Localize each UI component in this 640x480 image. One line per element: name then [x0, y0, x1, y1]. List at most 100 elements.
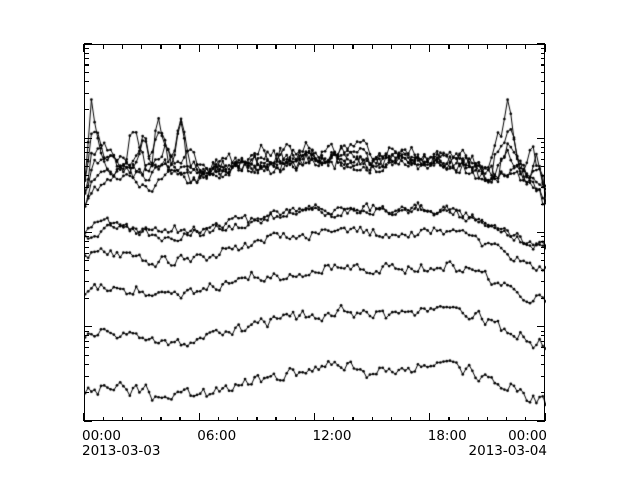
axis-tick	[540, 260, 545, 262]
axis-tick	[84, 335, 89, 337]
axis-tick	[84, 43, 92, 45]
axis-tick	[540, 71, 545, 73]
axis-tick	[84, 142, 89, 144]
axis-tick	[84, 363, 89, 365]
axis-tick	[467, 44, 469, 49]
axis-tick	[84, 158, 89, 160]
axis-tick	[371, 44, 373, 49]
axis-tick	[84, 236, 89, 238]
axis-tick	[83, 413, 85, 421]
axis-tick	[84, 252, 89, 254]
axis-tick	[84, 231, 92, 234]
axis-tick	[540, 64, 545, 66]
axis-tick	[537, 326, 545, 328]
axis-tick	[294, 416, 296, 421]
axis-tick	[352, 44, 354, 49]
x-tick-time: 18:00	[427, 428, 467, 444]
axis-tick	[525, 416, 527, 421]
axis-tick	[84, 58, 89, 60]
axis-tick	[540, 281, 545, 283]
axis-tick	[84, 187, 89, 189]
axis-tick	[313, 413, 316, 421]
axis-tick	[102, 44, 104, 49]
axis-tick	[84, 64, 89, 66]
axis-tick	[84, 241, 89, 243]
axis-tick	[429, 44, 431, 52]
axis-tick	[141, 416, 143, 421]
axis-tick	[333, 44, 335, 49]
axis-tick	[84, 166, 89, 168]
axis-tick	[390, 44, 393, 49]
axis-tick	[84, 246, 89, 248]
axis-tick	[84, 47, 89, 49]
x-tick-label: 00:00 2013-03-03	[82, 428, 161, 460]
axis-tick	[237, 44, 239, 49]
axis-tick	[448, 416, 450, 421]
axis-tick	[540, 375, 545, 377]
axis-tick	[409, 416, 412, 421]
axis-tick	[84, 340, 89, 342]
axis-tick	[84, 260, 89, 262]
axis-tick	[217, 416, 220, 421]
axis-tick	[294, 44, 296, 49]
axis-tick	[540, 142, 545, 144]
axis-tick	[256, 416, 258, 421]
axis-tick	[429, 413, 431, 421]
axis-tick	[486, 44, 489, 49]
axis-tick	[540, 297, 545, 299]
axis-tick	[544, 44, 546, 52]
axis-tick	[540, 109, 545, 111]
axis-tick	[84, 203, 89, 205]
axis-tick	[505, 416, 508, 421]
axis-tick	[537, 231, 545, 234]
axis-tick	[217, 44, 220, 49]
x-tick-label: 12:00	[312, 428, 352, 444]
axis-tick	[540, 187, 545, 189]
axis-tick	[179, 416, 181, 421]
axis-tick	[540, 203, 545, 205]
axis-tick	[540, 241, 545, 243]
axis-tick	[84, 297, 89, 299]
x-tick-label: 06:00	[197, 428, 237, 444]
axis-tick	[409, 44, 412, 49]
axis-tick	[84, 146, 89, 148]
axis-tick	[540, 152, 545, 154]
x-tick-time: 06:00	[197, 428, 237, 444]
x-tick-time: 00:00	[508, 428, 547, 444]
plot-area	[84, 44, 546, 422]
axis-tick	[141, 44, 143, 49]
x-tick-time: 12:00	[312, 428, 352, 444]
axis-tick	[540, 81, 545, 83]
axis-tick	[84, 420, 92, 422]
axis-tick	[84, 152, 89, 154]
axis-tick	[544, 413, 546, 421]
axis-tick	[84, 281, 89, 283]
axis-tick	[505, 44, 508, 49]
axis-tick	[540, 252, 545, 254]
x-tick-time: 00:00	[82, 428, 121, 444]
axis-tick	[84, 71, 89, 73]
axis-tick	[84, 347, 89, 349]
x-tick-date: 2013-03-03	[82, 443, 161, 460]
x-tick-label: 00:00 2013-03-04	[469, 428, 547, 459]
axis-tick	[84, 92, 89, 94]
axis-tick	[540, 47, 545, 49]
axis-tick	[540, 236, 545, 238]
axis-tick	[84, 175, 89, 177]
axis-tick	[256, 44, 258, 49]
axis-tick	[540, 269, 545, 271]
x-tick-label: 18:00	[427, 428, 467, 444]
axis-tick	[275, 44, 277, 49]
axis-tick	[537, 420, 545, 422]
axis-tick	[179, 44, 181, 49]
axis-tick	[540, 175, 545, 177]
axis-tick	[84, 137, 92, 139]
axis-tick	[540, 340, 545, 342]
axis-tick	[313, 44, 316, 52]
axis-tick	[540, 363, 545, 365]
axis-tick	[540, 246, 545, 248]
axis-tick	[540, 52, 545, 54]
axis-tick	[83, 44, 85, 52]
